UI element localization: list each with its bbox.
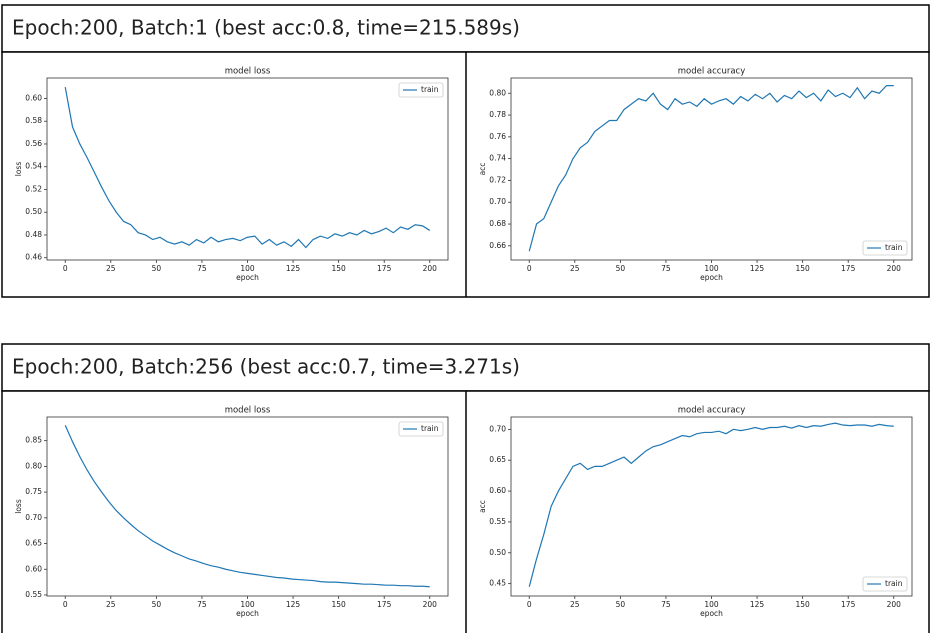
x-tick-label: 50 [152, 264, 162, 273]
y-tick-label: 0.60 [489, 486, 506, 495]
x-tick-label: 150 [331, 264, 346, 273]
x-tick-label: 25 [570, 264, 580, 273]
y-tick-label: 0.50 [25, 207, 42, 216]
legend-box [862, 240, 908, 256]
x-tick-label: 125 [286, 264, 301, 273]
y-tick-label: 0.66 [489, 241, 506, 250]
data-line [64, 424, 430, 588]
data-line [64, 86, 431, 249]
y-tick-label: 0.45 [489, 579, 506, 588]
x-tick-label: 200 [887, 600, 902, 609]
header-title: Epoch:200, Batch:1 (best acc:0.8, time=2… [12, 16, 520, 40]
y-tick-label: 0.70 [489, 197, 506, 206]
x-tick-label: 50 [616, 600, 626, 609]
x-axis-label: epoch [700, 609, 723, 618]
y-tick-label: 0.70 [489, 424, 506, 433]
x-tick-label: 75 [197, 600, 207, 609]
x-tick-label: 25 [106, 600, 116, 609]
x-tick-label: 0 [527, 264, 532, 273]
legend-label: train [421, 424, 439, 433]
x-tick-label: 150 [331, 600, 346, 609]
legend-box [862, 576, 908, 592]
x-tick-label: 175 [377, 264, 392, 273]
header-box [1, 4, 930, 53]
x-tick-label: 25 [570, 600, 580, 609]
x-tick-label: 200 [423, 264, 438, 273]
x-tick-label: 175 [841, 600, 856, 609]
y-axis-label: loss [14, 499, 23, 514]
y-tick-label: 0.72 [489, 175, 506, 184]
x-tick-label: 150 [795, 264, 810, 273]
x-tick-label: 175 [377, 600, 392, 609]
plot-area [510, 416, 913, 597]
x-tick-label: 200 [887, 264, 902, 273]
x-tick-label: 50 [152, 600, 162, 609]
y-axis-label: acc [478, 163, 487, 176]
y-tick-label: 0.70 [25, 513, 42, 522]
y-tick-label: 0.54 [25, 162, 42, 171]
y-tick-label: 0.75 [25, 487, 42, 496]
x-tick-label: 100 [704, 600, 719, 609]
y-tick-label: 0.46 [25, 253, 42, 262]
legend-box [398, 421, 444, 437]
x-tick-label: 125 [750, 600, 765, 609]
x-axis-label: epoch [236, 609, 259, 618]
x-tick-label: 75 [661, 264, 671, 273]
y-tick-label: 0.68 [489, 219, 506, 228]
data-line [528, 85, 894, 252]
x-tick-label: 50 [616, 264, 626, 273]
legend-label: train [421, 85, 439, 94]
y-tick-label: 0.78 [489, 110, 506, 119]
y-axis-label: loss [14, 162, 23, 177]
x-tick-label: 25 [106, 264, 116, 273]
y-tick-label: 0.56 [25, 139, 42, 148]
x-axis-label: epoch [700, 273, 723, 282]
x-tick-label: 0 [63, 600, 68, 609]
plot-area [46, 416, 449, 597]
data-line [528, 422, 894, 587]
y-tick-label: 0.80 [25, 461, 42, 470]
y-tick-label: 0.55 [25, 590, 42, 599]
x-tick-label: 75 [197, 264, 207, 273]
chart-title: model loss [225, 406, 271, 416]
x-tick-label: 125 [750, 264, 765, 273]
y-tick-label: 0.58 [25, 116, 42, 125]
x-tick-label: 150 [795, 600, 810, 609]
y-tick-label: 0.48 [25, 230, 42, 239]
legend-box [398, 82, 444, 98]
x-tick-label: 200 [423, 600, 438, 609]
x-tick-label: 0 [63, 264, 68, 273]
x-tick-label: 175 [841, 264, 856, 273]
x-tick-label: 100 [704, 264, 719, 273]
y-axis-label: acc [478, 500, 487, 513]
y-tick-label: 0.65 [489, 455, 506, 464]
y-tick-label: 0.74 [489, 154, 506, 163]
y-tick-label: 0.80 [489, 88, 506, 97]
x-tick-label: 100 [240, 600, 255, 609]
x-tick-label: 75 [661, 600, 671, 609]
y-tick-label: 0.52 [25, 184, 42, 193]
y-tick-label: 0.85 [25, 436, 42, 445]
chart-title: model accuracy [678, 406, 746, 416]
y-tick-label: 0.50 [489, 548, 506, 557]
x-tick-label: 0 [527, 600, 532, 609]
y-tick-label: 0.60 [25, 564, 42, 573]
y-tick-label: 0.55 [489, 517, 506, 526]
chart-title: model accuracy [678, 67, 746, 77]
x-axis-label: epoch [236, 273, 259, 282]
header-title: Epoch:200, Batch:256 (best acc:0.7, time… [12, 355, 520, 379]
legend-label: train [885, 579, 903, 588]
chart-title: model loss [225, 67, 271, 77]
plot-area [46, 77, 449, 261]
y-tick-label: 0.65 [25, 539, 42, 548]
x-tick-label: 125 [286, 600, 301, 609]
x-tick-label: 100 [240, 264, 255, 273]
y-tick-label: 0.76 [489, 132, 506, 141]
y-tick-label: 0.60 [25, 93, 42, 102]
plot-area [510, 77, 913, 261]
legend-label: train [885, 243, 903, 252]
